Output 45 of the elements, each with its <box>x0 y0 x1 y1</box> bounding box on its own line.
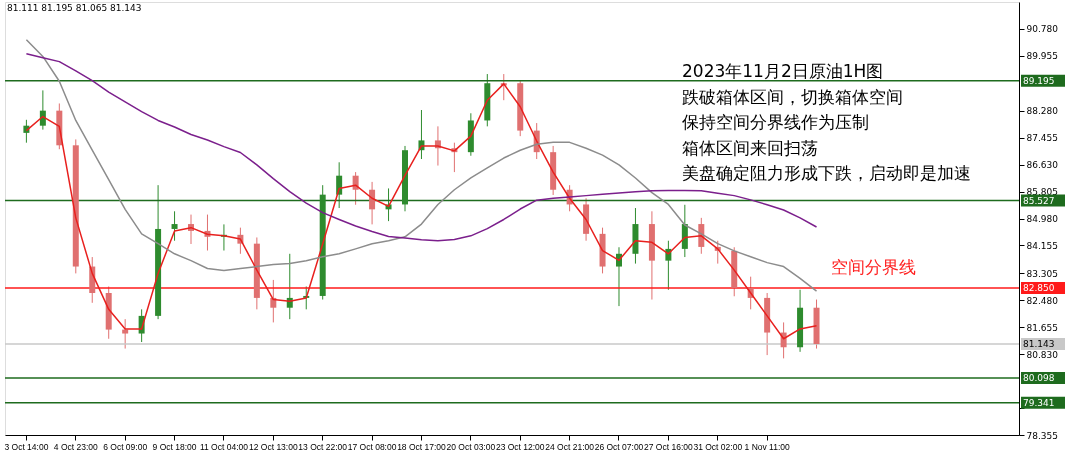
y-tick-label: 83.305 <box>1026 268 1058 279</box>
ref-line-label: 82.850 <box>1023 283 1055 294</box>
ref-line-label: 81.143 <box>1023 338 1055 349</box>
annotation: 跌破箱体区间，切换箱体空间 <box>682 86 903 107</box>
x-tick-label: 6 Oct 09:00 <box>103 441 148 452</box>
y-tick-label: 82.480 <box>1026 295 1059 306</box>
annotation: 保持空间分界线作为压制 <box>682 112 869 132</box>
annotation: 81.111 81.195 81.065 81.143 <box>7 3 142 13</box>
x-tick-label: 24 Oct 21:00 <box>545 441 595 452</box>
x-tick-label: 13 Oct 22:00 <box>298 441 348 452</box>
x-tick-label: 26 Oct 07:00 <box>594 441 644 452</box>
x-tick-label: 18 Oct 17:00 <box>397 441 447 452</box>
x-tick-label: 31 Oct 02:00 <box>693 441 743 452</box>
y-tick-label: 89.955 <box>1026 51 1058 62</box>
y-tick-label: 84.155 <box>1026 240 1058 251</box>
x-tick-label: 11 Oct 04:00 <box>199 441 249 452</box>
candlestick <box>171 210 178 242</box>
y-tick-label: 88.280 <box>1026 106 1059 117</box>
ref-line-label: 80.098 <box>1023 373 1055 384</box>
y-tick-label: 78.355 <box>1026 430 1058 441</box>
x-tick-label: 12 Oct 13:00 <box>248 441 298 452</box>
ref-line-label: 79.341 <box>1023 397 1055 408</box>
x-tick-label: 23 Oct 12:00 <box>495 441 545 452</box>
y-tick-label: 85.805 <box>1026 187 1058 198</box>
ref-line-label: 89.195 <box>1023 75 1055 86</box>
x-tick-label: 9 Oct 18:00 <box>152 441 197 452</box>
x-tick-label: 27 Oct 16:00 <box>644 441 693 452</box>
candlestick <box>122 318 129 350</box>
candlestick <box>270 279 277 323</box>
y-tick-label: 86.630 <box>1026 160 1059 171</box>
annotation: 空间分界线 <box>831 257 916 277</box>
ref-line-label: 85.527 <box>1023 195 1055 206</box>
annotation: 美盘确定阻力形成下跌，启动即是加速 <box>682 163 971 183</box>
x-tick-label: 20 Oct 03:00 <box>446 441 496 452</box>
annotation: 箱体区间来回扫荡 <box>682 137 818 158</box>
x-tick-label: 1 Nov 11:00 <box>744 441 791 452</box>
y-tick-label: 80.830 <box>1026 349 1059 360</box>
x-tick-label: 4 Oct 23:00 <box>53 441 99 452</box>
y-tick-label: 84.980 <box>1026 214 1059 224</box>
y-tick-label: 81.655 <box>1026 322 1058 333</box>
y-tick-label: 90.780 <box>1026 24 1059 35</box>
x-tick-label: 17 Oct 08:00 <box>347 441 397 452</box>
annotation: 2023年11月2日原油1H图 <box>682 61 884 81</box>
y-tick-label: 87.455 <box>1026 133 1058 144</box>
x-tick-label: 3 Oct 14:00 <box>4 441 49 452</box>
